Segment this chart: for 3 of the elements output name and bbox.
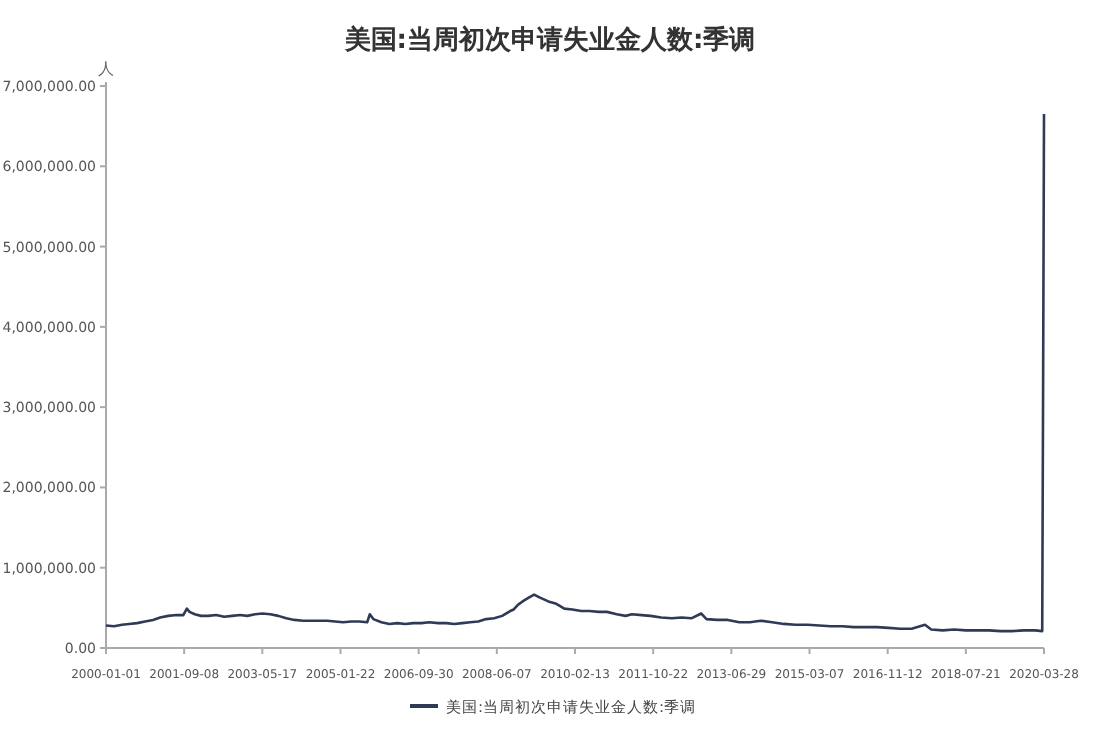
y-axis-title: 人 [98, 60, 114, 78]
line-series [104, 112, 1046, 633]
chart-title: 美国:当周初次申请失业金人数:季调 [342, 24, 756, 56]
